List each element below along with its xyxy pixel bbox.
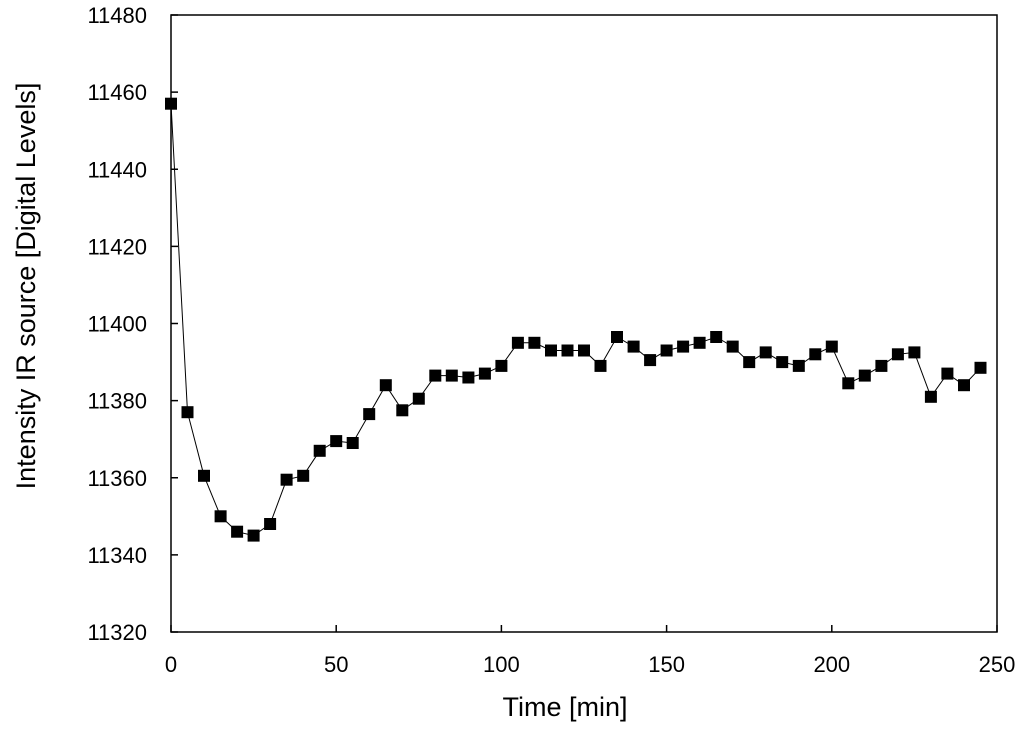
data-point	[792, 359, 805, 372]
series-line	[170, 103, 981, 537]
data-point	[858, 369, 871, 382]
data-point	[511, 336, 524, 349]
data-point	[561, 344, 574, 357]
y-tick-label: 11460	[87, 80, 147, 105]
plot-area-frame	[170, 14, 998, 633]
data-point	[578, 344, 590, 357]
data-point	[181, 406, 194, 419]
data-point	[429, 369, 442, 382]
data-point	[759, 346, 772, 359]
y-tick-label: 11400	[87, 312, 147, 337]
y-axis-title: Intensity IR source [Digital Levels]	[11, 83, 41, 490]
x-tick-label: 100	[483, 652, 520, 677]
data-point	[280, 473, 293, 486]
y-tick-label: 11340	[87, 543, 147, 568]
data-point	[611, 331, 623, 343]
data-point	[478, 367, 491, 380]
x-axis-ticks: 0 50 100 150 200 250	[165, 625, 1015, 677]
data-point	[908, 346, 921, 359]
data-point	[677, 340, 690, 353]
data-point	[330, 435, 343, 448]
y-axis-ticks: 11320 11340 11360 11380 11400 11420 11440 11460…	[87, 3, 178, 645]
data-point	[346, 437, 359, 449]
data-point	[363, 408, 376, 421]
x-tick-label: 50	[324, 652, 348, 677]
data-point	[379, 379, 392, 392]
y-tick-label: 11360	[87, 466, 147, 491]
data-point	[958, 379, 970, 392]
data-point	[875, 359, 888, 372]
data-point	[165, 97, 177, 110]
data-point	[214, 510, 227, 523]
data-point	[462, 371, 475, 384]
data-point	[297, 469, 310, 482]
data-point	[594, 359, 607, 372]
data-point	[264, 518, 277, 530]
data-point	[726, 340, 739, 353]
data-point	[396, 404, 409, 417]
data-point	[941, 367, 954, 380]
data-point	[660, 344, 673, 357]
data-point	[693, 336, 706, 349]
data-points	[165, 97, 987, 542]
data-point	[412, 392, 425, 405]
x-axis-title: Time [min]	[502, 692, 627, 722]
x-tick-label: 0	[165, 652, 177, 677]
y-tick-label: 11420	[87, 234, 147, 259]
x-tick-label: 200	[813, 652, 850, 677]
data-point	[445, 369, 458, 382]
y-tick-label: 11440	[87, 157, 147, 182]
data-point	[974, 361, 987, 374]
data-point	[776, 356, 789, 369]
data-point	[198, 469, 210, 482]
y-tick-label: 11320	[87, 620, 147, 645]
data-point	[627, 340, 640, 353]
y-tick-label: 11480	[87, 3, 147, 28]
data-point	[809, 348, 822, 361]
data-point	[743, 356, 756, 369]
y-tick-label: 11380	[87, 389, 147, 414]
data-point	[528, 336, 541, 349]
data-point	[710, 331, 723, 343]
data-point	[825, 340, 838, 353]
data-point	[644, 354, 657, 367]
x-tick-label: 150	[648, 652, 685, 677]
data-point	[891, 348, 904, 361]
data-point	[924, 390, 937, 403]
data-point	[545, 344, 557, 357]
data-point	[842, 377, 855, 390]
x-tick-label: 250	[979, 652, 1016, 677]
data-point	[231, 525, 244, 538]
data-point	[247, 529, 260, 542]
data-point	[495, 359, 508, 372]
data-point	[313, 444, 326, 457]
